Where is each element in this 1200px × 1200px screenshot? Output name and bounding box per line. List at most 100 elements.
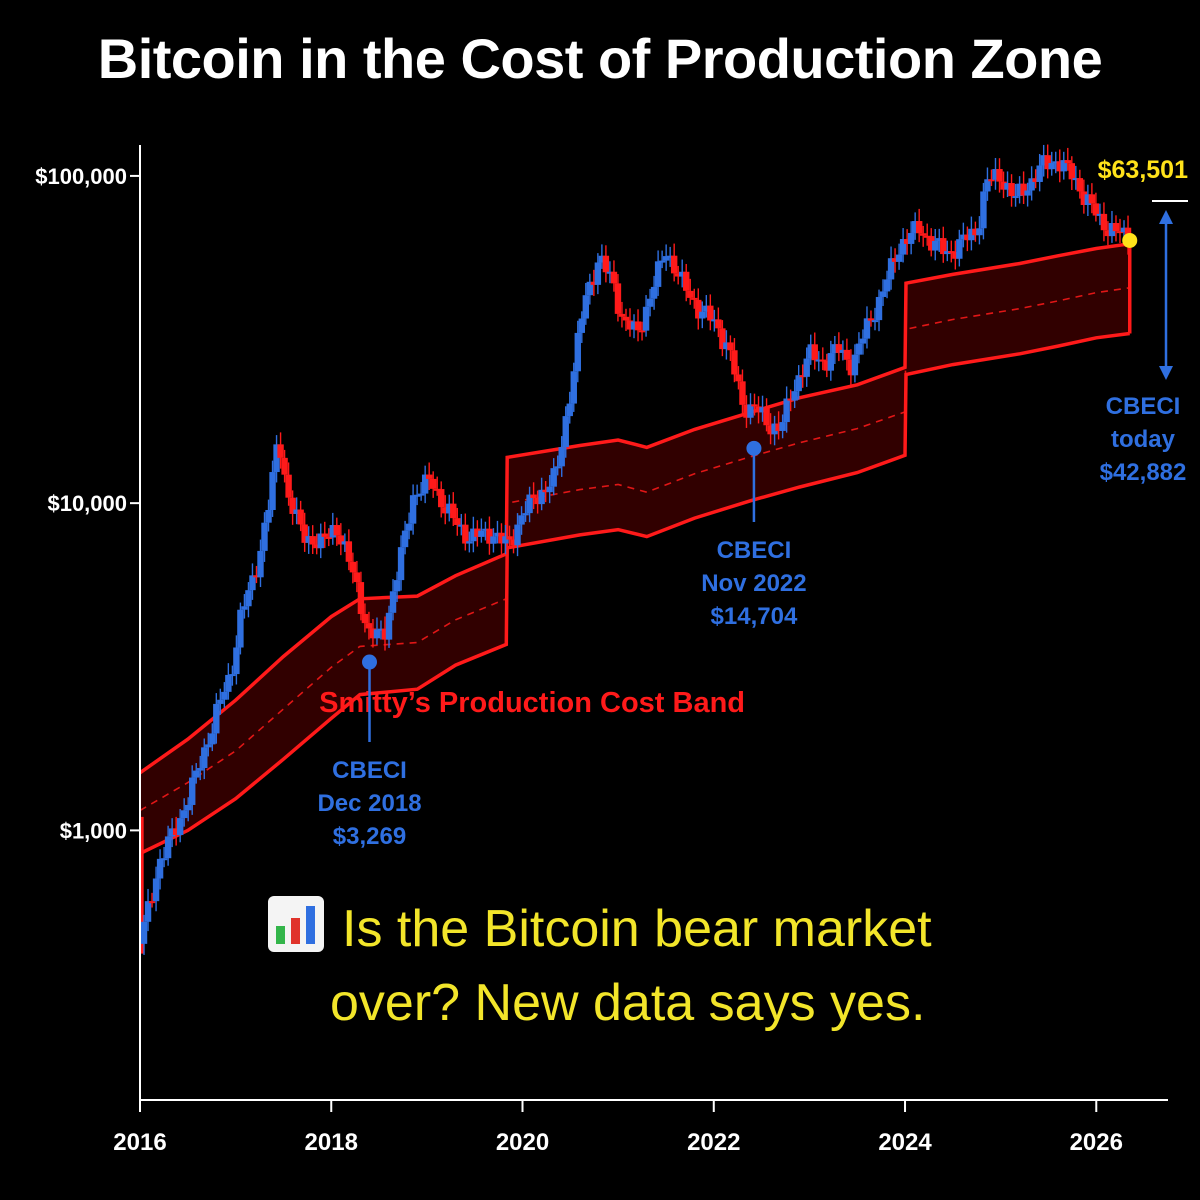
candle-up — [980, 191, 987, 229]
candle-down — [719, 328, 726, 350]
candle-up — [911, 221, 919, 233]
candle-up — [164, 836, 172, 859]
candle-up — [795, 375, 802, 392]
y-tick-label: $10,000 — [47, 491, 127, 516]
cbeci-2022-label: $14,704 — [711, 603, 798, 630]
candle-up — [598, 255, 606, 263]
candle-up — [723, 342, 730, 350]
candle-down — [1008, 183, 1015, 197]
candle-up — [586, 281, 594, 296]
candle-down — [353, 572, 361, 583]
candle-up — [960, 234, 967, 240]
candle-down — [622, 316, 630, 321]
candle-down — [634, 321, 642, 331]
candle-down — [610, 271, 618, 284]
candle-up — [189, 777, 196, 805]
candle-up — [871, 320, 879, 323]
candle-down — [1032, 178, 1039, 182]
candle-up — [413, 494, 421, 497]
candle-down — [1076, 178, 1084, 192]
candle-up — [405, 523, 413, 531]
candle-down — [1116, 231, 1124, 234]
candle-up — [791, 391, 798, 401]
candle-up — [514, 524, 521, 546]
caption-line-1: Is the Bitcoin bear market — [268, 892, 1028, 966]
candle-down — [1100, 213, 1108, 231]
cbeci-2022-label: Nov 2022 — [701, 570, 806, 597]
candle-down — [1000, 181, 1007, 190]
candle-up — [1012, 196, 1019, 199]
candle-down — [739, 381, 746, 405]
candle-down — [337, 535, 345, 545]
candle-up — [205, 744, 212, 748]
candle-down — [687, 290, 694, 298]
y-tick-label: $1,000 — [60, 818, 127, 843]
candle-up — [377, 628, 385, 631]
candle-down — [964, 234, 971, 241]
current-price-dot — [1122, 232, 1138, 248]
candle-up — [807, 344, 814, 359]
candle-down — [1020, 183, 1027, 196]
cbeci-2022-dot — [746, 440, 762, 456]
x-tick-label: 2026 — [1070, 1129, 1123, 1156]
band-lower-line — [139, 331, 1130, 856]
candle-down — [799, 375, 806, 378]
candle-up — [815, 359, 822, 362]
cbeci-today-arrow-up — [1159, 210, 1173, 224]
candle-down — [534, 498, 541, 505]
candle-up — [526, 494, 533, 514]
band-mid-line — [139, 287, 1130, 812]
candle-down — [763, 407, 770, 426]
annotations: CBECI Dec 2018 $3,269 CBECI Nov 2022 $14,704 $… — [317, 156, 1188, 850]
candle-up — [1108, 223, 1116, 237]
candle-up — [180, 810, 188, 819]
candle-down — [285, 474, 292, 498]
candle-up — [197, 768, 204, 771]
candle-up — [1096, 213, 1104, 216]
candle-up — [152, 878, 160, 902]
candle-up — [827, 353, 835, 371]
candle-down — [988, 179, 995, 182]
candle-up — [305, 536, 312, 543]
candle-up — [1028, 178, 1035, 191]
band-fill — [140, 243, 1130, 854]
candle-down — [618, 313, 626, 317]
candle-down — [940, 238, 947, 255]
candle-down — [333, 525, 341, 536]
candle-up — [257, 550, 264, 578]
candle-up — [241, 606, 248, 610]
candle-down — [1056, 161, 1063, 172]
candle-up — [863, 318, 871, 339]
candle-down — [743, 404, 750, 418]
candle-down — [289, 497, 296, 514]
x-tick-label: 2020 — [496, 1129, 549, 1156]
candle-up — [1040, 155, 1047, 166]
x-tick-label: 2024 — [878, 1129, 932, 1156]
candle-up — [992, 169, 999, 180]
candle-up — [582, 295, 590, 319]
cbeci-today-label: today — [1111, 426, 1176, 453]
candlestick-series — [140, 144, 1132, 955]
candle-up — [666, 255, 674, 258]
candle-up — [385, 612, 393, 640]
cbeci-2018-label: CBECI — [332, 757, 407, 784]
axes: $1,000 $10,000 $100,000 2016 2018 2020 2022 202… — [35, 145, 1168, 1156]
bar-chart-icon — [268, 896, 324, 952]
candle-up — [875, 296, 883, 321]
candle-down — [1112, 223, 1120, 232]
candle-up — [209, 733, 216, 745]
candle-up — [907, 232, 915, 244]
candle-up — [1016, 183, 1023, 197]
candle-down — [309, 536, 316, 545]
y-tick-label: $100,000 — [35, 164, 127, 189]
candle-up — [317, 533, 324, 549]
candle-down — [365, 623, 373, 629]
candle-up — [859, 338, 867, 344]
candle-down — [498, 532, 505, 544]
cbeci-today-label: $42,882 — [1100, 459, 1187, 486]
candle-up — [578, 318, 586, 333]
candle-down — [438, 489, 445, 508]
candle-down — [891, 258, 899, 262]
candle-down — [972, 228, 979, 236]
